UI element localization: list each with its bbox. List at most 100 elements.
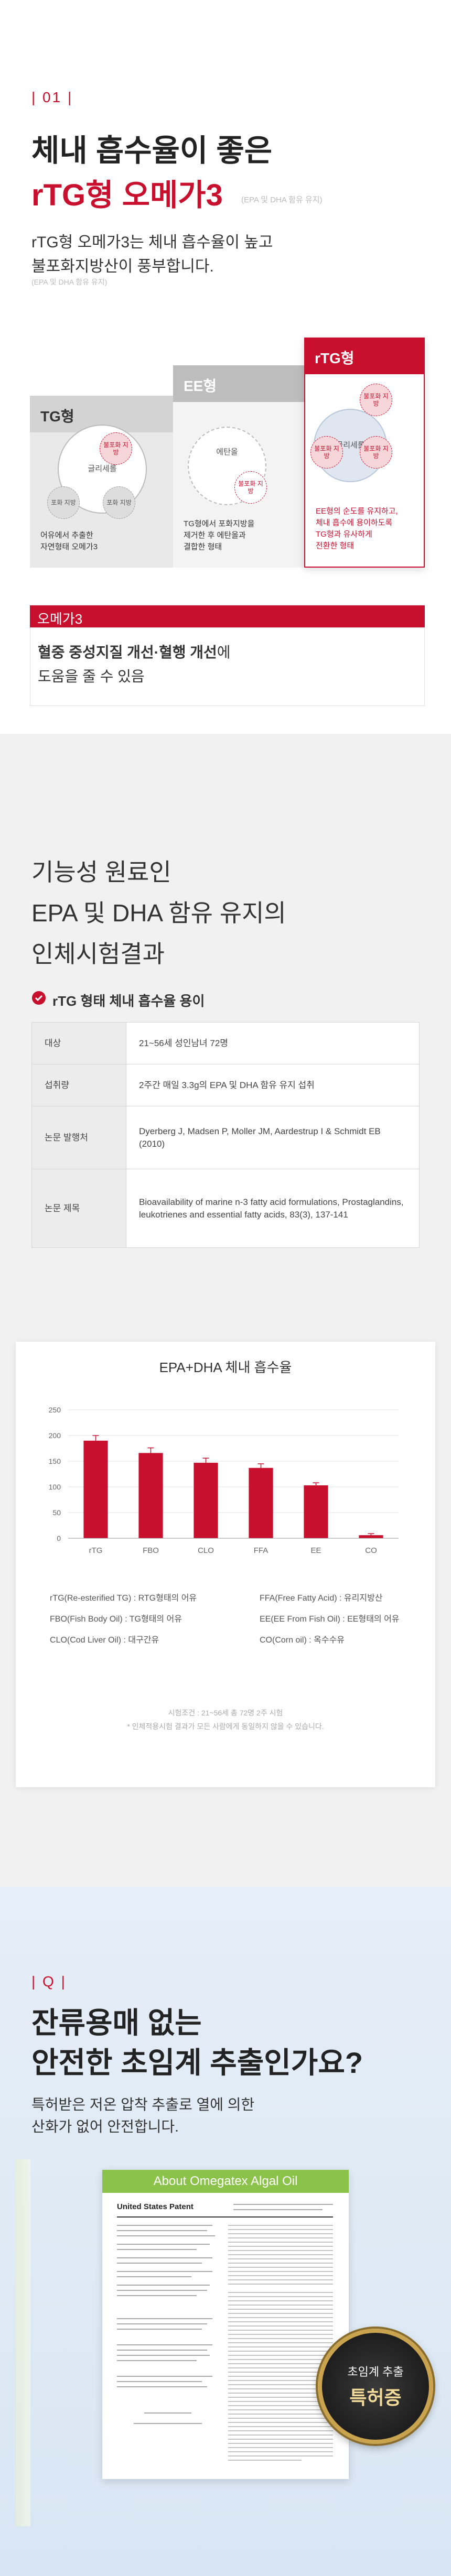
title: 체내 흡수율이 좋은 [31, 134, 273, 168]
table-value: Dyerberg J, Madsen P, Moller JM, Aardest… [126, 1106, 420, 1169]
bar [83, 1440, 108, 1538]
table-value: 2주간 매일 3.3g의 EPA 및 DHA 함유 유지 섭취 [126, 1064, 420, 1106]
document-header: About Omegatex Algal Oil [102, 2170, 349, 2193]
column-title: rTG형 [304, 338, 425, 374]
y-tick-label: 0 [57, 1534, 61, 1542]
fat-circle: 포화 지방 [103, 486, 135, 519]
bar [138, 1453, 163, 1538]
table-value: 21~56세 성인남녀 72명 [126, 1022, 420, 1064]
qa-title: 잔류용매 없는 안전한 초임계 추출인가요? [31, 2003, 363, 2083]
description-line: 특허받은 저온 압착 추출로 열에 의한 [31, 2096, 255, 2113]
intro-section: | 01 | 체내 흡수율이 좋은 rTG형 오메가3 (EPA 및 DHA 함… [0, 0, 451, 734]
section-number: | 01 | [31, 89, 73, 105]
tg-column: TG형 글리세롤 불포화 지방 포화 지방 포화 지방 어유에서 추출한 자연형… [30, 396, 173, 568]
description-item: FFA(Free Fatty Acid) : 유리지방산 [260, 1594, 383, 1603]
chart-notes: 시험조건 : 21~56세 총 72명 2주 시험 * 인체적용시험 결과가 모… [16, 1706, 435, 1733]
section-number: | Q | [31, 1973, 67, 1990]
description-note: (EPA 및 DHA 함유 유지) [31, 278, 108, 286]
ee-column: EE형 에탄올 불포화 지방 TG형에서 포화지방을 제거한 후 에탄올과 결합… [173, 365, 304, 568]
x-tick-label: FFA [254, 1546, 269, 1555]
benefit-text: 도움을 줄 수 있음 [38, 668, 145, 684]
caption-line: 자연형태 오메가3 [40, 542, 98, 551]
fat-circle: 불포화 지방 [360, 384, 392, 416]
description-line: rTG형 오메가3는 체내 흡수율이 높고 [31, 234, 273, 251]
description-item: CLO(Cod Liver Oil) : 대구간유 [50, 1636, 159, 1645]
description-line: 불포화지방산이 풍부합니다. [31, 258, 214, 275]
table-label: 섭취량 [31, 1064, 126, 1106]
x-tick-label: CLO [198, 1546, 214, 1555]
y-tick-label: 200 [49, 1431, 61, 1440]
document-text [117, 2204, 333, 2461]
rtg-column: rTG형 글리세롤 불포화 지방 불포화 지방 불포화 지방 EE형의 순도를 … [304, 338, 425, 568]
study-section: 기능성 원료인 EPA 및 DHA 함유 유지의 인체시험결과 rTG 형태 체… [0, 734, 451, 1887]
caption-line: TG형과 유사하게 [316, 530, 372, 539]
benefit-label: 오메가3 [30, 605, 425, 627]
study-heading: rTG 형태 체내 흡수율 용이 [52, 993, 205, 1009]
caption-line: 체내 흡수에 용이하도록 [316, 518, 393, 527]
caption-line: 어유에서 추출한 [40, 531, 93, 540]
description-item: rTG(Re-esterified TG) : RTG형태의 어유 [50, 1594, 197, 1603]
error-bar [147, 1447, 154, 1459]
caption-line: TG형에서 포화지방을 [184, 519, 255, 528]
description-item: FBO(Fish Body Oil) : TG형태의 어유 [50, 1615, 182, 1624]
description: rTG형 오메가3는 체내 흡수율이 높고 불포화지방산이 풍부합니다. [31, 231, 273, 279]
y-tick-label: 250 [49, 1406, 61, 1414]
bar [194, 1462, 218, 1538]
error-bar [313, 1482, 319, 1488]
description-item: CO(Corn oil) : 옥수수유 [260, 1636, 345, 1645]
column-title: EE형 [173, 365, 304, 402]
chart-title: EPA+DHA 체내 흡수율 [159, 1360, 292, 1375]
description-line: 산화가 없어 안전합니다. [31, 2118, 179, 2135]
y-tick-label: 50 [52, 1508, 61, 1517]
caption-line: 전환한 형태 [316, 541, 355, 550]
error-bar [368, 1533, 374, 1537]
table-label: 대상 [31, 1022, 126, 1064]
y-tick-label: 150 [49, 1457, 61, 1465]
description-item: EE(EE From Fish Oil) : EE형태의 어유 [260, 1615, 400, 1624]
title-line: 잔류용매 없는 [31, 2006, 202, 2039]
x-tick-label: rTG [89, 1546, 103, 1555]
caption-line: EE형의 순도를 유지하고, [316, 507, 398, 516]
table-label: 논문 제목 [31, 1169, 126, 1248]
benefit-box: 혈중 중성지질 개선·혈행 개선에 도움을 줄 수 있음 [30, 627, 425, 706]
fat-circle: 불포화 지방 [100, 432, 132, 465]
patent-document: About Omegatex Algal Oil United States P… [102, 2170, 349, 2479]
fat-circle: 포화 지방 [47, 486, 80, 519]
title-line: EPA 및 DHA 함유 유지의 [31, 899, 286, 927]
bar [304, 1485, 328, 1538]
qa-section: | Q | 잔류용매 없는 안전한 초임계 추출인가요? 특허받은 저온 압착 … [0, 1887, 451, 2576]
patent-badge: 초임계 추출 특허증 [318, 2329, 433, 2444]
note: * 인체적용시험 결과가 모든 사람에게 동일하지 않을 수 있습니다. [127, 1722, 324, 1731]
error-bar [202, 1458, 209, 1468]
title-line: 안전한 초임계 추출인가요? [31, 2046, 363, 2079]
benefit-text: 에 [217, 644, 231, 660]
column-caption: EE형의 순도를 유지하고, 체내 흡수에 용이하도록 TG형과 유사하게 전환… [316, 506, 418, 552]
qa-description: 특허받은 저온 압착 추출로 열에 의한 산화가 없어 안전합니다. [31, 2094, 254, 2138]
study-table: 대상 21~56세 성인남녀 72명 섭취량 2주간 매일 3.3g의 EPA 및 … [31, 1022, 420, 1248]
benefit-bold: 혈중 중성지질 개선·혈행 개선 [38, 644, 217, 660]
caption-line: 제거한 후 에탄올과 [184, 531, 246, 540]
bar [249, 1468, 273, 1538]
table-label: 논문 발행처 [31, 1106, 126, 1169]
fat-circle: 불포화 지방 [234, 471, 267, 504]
title-line: 기능성 원료인 [31, 858, 171, 886]
x-tick-label: CO [365, 1546, 377, 1555]
chart: EPA+DHA 체내 흡수율 0 50 100 150 200 250 rTG FBO CLO F… [49, 1360, 399, 1555]
title-note: (EPA 및 DHA 함유 유지) [241, 195, 323, 204]
chart-card: EPA+DHA 체내 흡수율 0 50 100 150 200 250 rTG FBO CLO F… [16, 1342, 435, 1787]
study-title: 기능성 원료인 EPA 및 DHA 함유 유지의 인체시험결과 [31, 852, 286, 974]
decor-bottle [16, 2159, 30, 2526]
column-caption: TG형에서 포화지방을 제거한 후 에탄올과 결합한 형태 [184, 518, 299, 553]
chart-descriptions: rTG(Re-esterified TG) : RTG형태의 어유 FFA(Fr… [50, 1588, 417, 1651]
title-line: 인체시험결과 [31, 940, 165, 968]
x-tick-label: EE [310, 1546, 321, 1555]
note: 시험조건 : 21~56세 총 72명 2주 시험 [168, 1709, 283, 1717]
caption-line: 결합한 형태 [184, 542, 222, 551]
column-caption: 어유에서 추출한 자연형태 오메가3 [40, 530, 168, 553]
error-bar [92, 1435, 99, 1447]
table-value: Bioavailability of marine n-3 fatty acid… [126, 1169, 420, 1248]
fat-circle: 불포화 지방 [310, 436, 343, 469]
x-tick-label: FBO [143, 1546, 159, 1555]
fat-circle: 불포화 지방 [360, 436, 392, 469]
